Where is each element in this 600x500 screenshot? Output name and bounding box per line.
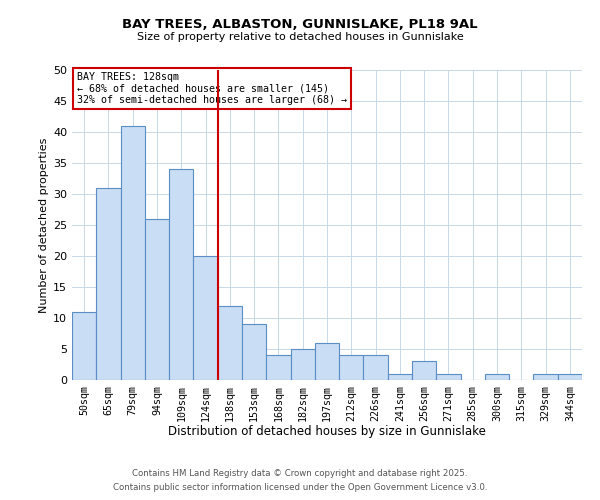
Bar — [364, 355, 388, 380]
Bar — [558, 374, 582, 380]
Bar — [242, 324, 266, 380]
Bar — [436, 374, 461, 380]
Text: BAY TREES, ALBASTON, GUNNISLAKE, PL18 9AL: BAY TREES, ALBASTON, GUNNISLAKE, PL18 9A… — [122, 18, 478, 30]
Bar — [266, 355, 290, 380]
Bar — [388, 374, 412, 380]
Bar — [121, 126, 145, 380]
Bar — [72, 312, 96, 380]
Bar — [218, 306, 242, 380]
Bar — [339, 355, 364, 380]
Text: Contains public sector information licensed under the Open Government Licence v3: Contains public sector information licen… — [113, 484, 487, 492]
Text: BAY TREES: 128sqm
← 68% of detached houses are smaller (145)
32% of semi-detache: BAY TREES: 128sqm ← 68% of detached hous… — [77, 72, 347, 105]
Bar — [169, 169, 193, 380]
Bar — [485, 374, 509, 380]
Bar — [315, 343, 339, 380]
Bar — [96, 188, 121, 380]
Bar — [290, 349, 315, 380]
Y-axis label: Number of detached properties: Number of detached properties — [39, 138, 49, 312]
Text: Contains HM Land Registry data © Crown copyright and database right 2025.: Contains HM Land Registry data © Crown c… — [132, 468, 468, 477]
Bar — [145, 219, 169, 380]
Bar — [412, 362, 436, 380]
Bar — [193, 256, 218, 380]
Text: Size of property relative to detached houses in Gunnislake: Size of property relative to detached ho… — [137, 32, 463, 42]
Bar — [533, 374, 558, 380]
X-axis label: Distribution of detached houses by size in Gunnislake: Distribution of detached houses by size … — [168, 425, 486, 438]
